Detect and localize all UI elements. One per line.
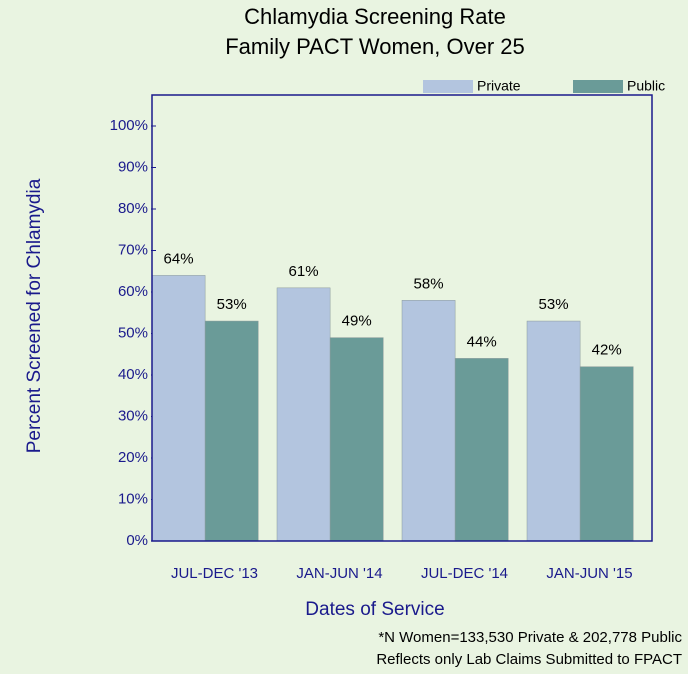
footnote: Reflects only Lab Claims Submitted to FP… bbox=[376, 651, 682, 668]
bar bbox=[526, 320, 581, 542]
bar bbox=[454, 358, 509, 542]
bar bbox=[276, 287, 331, 542]
legend-label: Private bbox=[477, 78, 521, 94]
y-tick-label: 10% bbox=[118, 490, 148, 507]
value-label: 44% bbox=[467, 333, 497, 350]
bar bbox=[329, 337, 384, 542]
legend-swatch bbox=[573, 80, 623, 93]
bar bbox=[204, 320, 259, 542]
y-tick-label: 80% bbox=[118, 200, 148, 217]
x-tick-label: JAN-JUN '15 bbox=[546, 565, 632, 582]
x-tick-label: JUL-DEC '14 bbox=[421, 565, 508, 582]
y-axis-title: Percent Screened for Chlamydia bbox=[24, 178, 45, 453]
bar bbox=[579, 366, 634, 542]
y-tick-label: 0% bbox=[126, 532, 148, 549]
footnote: *N Women=133,530 Private & 202,778 Publi… bbox=[378, 629, 682, 646]
value-label: 42% bbox=[592, 342, 622, 359]
value-label: 53% bbox=[539, 296, 569, 313]
x-axis-title: Dates of Service bbox=[305, 599, 444, 620]
value-label: 61% bbox=[289, 263, 319, 280]
y-tick-label: 50% bbox=[118, 324, 148, 341]
chart-subtitle: Family PACT Women, Over 25 bbox=[225, 34, 525, 59]
y-tick-label: 90% bbox=[118, 158, 148, 175]
value-label: 64% bbox=[164, 250, 194, 267]
x-tick-label: JUL-DEC '13 bbox=[171, 565, 258, 582]
legend-label: Public bbox=[627, 78, 665, 94]
x-tick-label: JAN-JUN '14 bbox=[296, 565, 382, 582]
value-label: 49% bbox=[342, 313, 372, 330]
y-tick-label: 40% bbox=[118, 366, 148, 383]
bar bbox=[151, 275, 206, 542]
chart-title: Chlamydia Screening Rate bbox=[244, 4, 506, 29]
plot-frame bbox=[151, 94, 653, 542]
y-tick-label: 60% bbox=[118, 283, 148, 300]
y-tick-label: 70% bbox=[118, 241, 148, 258]
value-label: 53% bbox=[217, 296, 247, 313]
legend-swatch bbox=[423, 80, 473, 93]
y-tick-label: 30% bbox=[118, 407, 148, 424]
y-tick-label: 100% bbox=[110, 117, 148, 134]
y-tick-label: 20% bbox=[118, 449, 148, 466]
bar bbox=[401, 300, 456, 542]
value-label: 58% bbox=[414, 275, 444, 292]
